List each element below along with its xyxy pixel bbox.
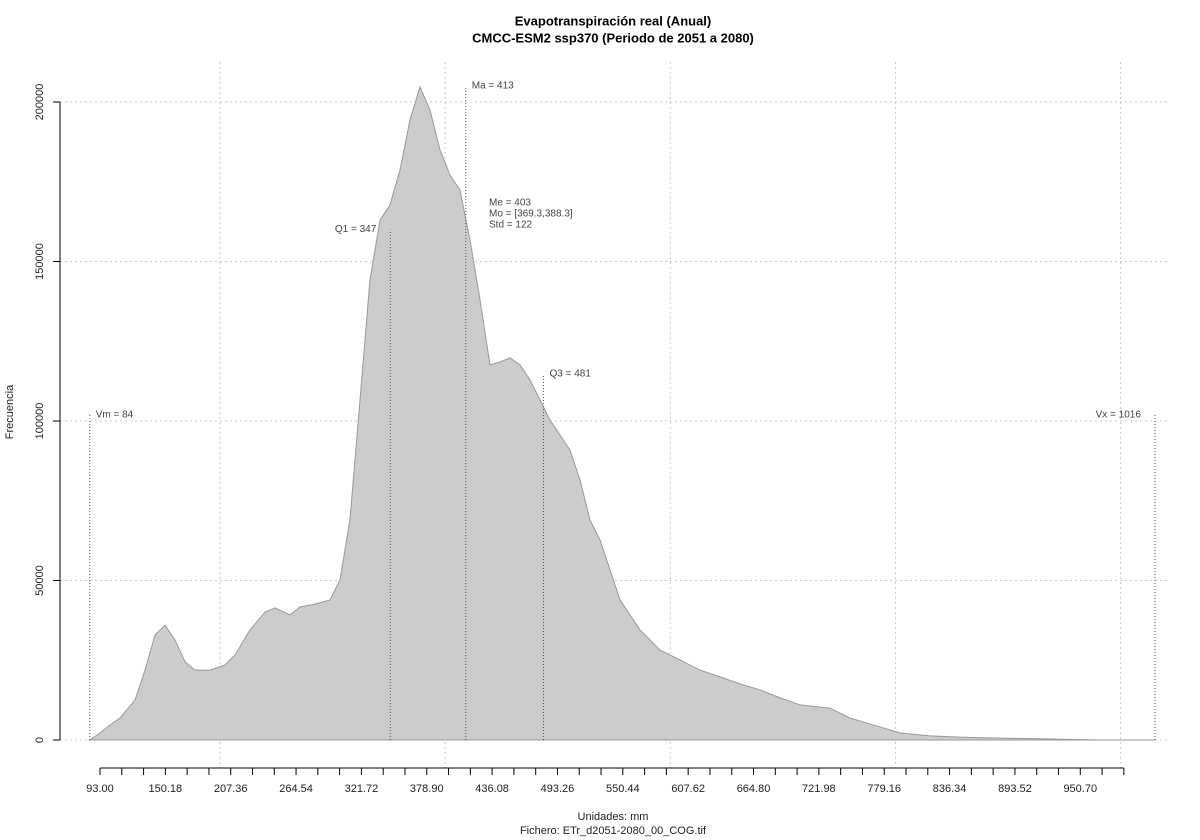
stat-label: Me = 403 [489,198,531,209]
x-tick-label: 950.70 [1063,783,1097,795]
x-tick-label: 378.90 [410,783,444,795]
y-tick-label: 100000 [34,403,46,440]
y-tick-label: 150000 [34,243,46,280]
marker-label: Q3 = 481 [549,369,591,380]
y-tick-label: 50000 [34,565,46,596]
x-tick-label: 321.72 [345,783,379,795]
x-axis-label: Unidades: mm [578,811,649,823]
x-tick-label: 779.16 [867,783,901,795]
x-tick-label: 607.62 [671,783,705,795]
marker-label: Vm = 84 [96,409,134,420]
x-tick-label: 207.36 [214,783,248,795]
density-area [88,85,1155,741]
x-tick-label: 550.44 [606,783,640,795]
chart-subtitle: CMCC-ESM2 ssp370 (Periodo de 2051 a 2080… [472,30,754,45]
x-tick-label: 264.54 [279,783,313,795]
x-tick-label: 150.18 [149,783,183,795]
marker-label: Ma = 413 [472,81,514,92]
marker-label: Vx = 1016 [1096,409,1142,420]
x-tick-label: 721.98 [802,783,836,795]
y-tick-label: 200000 [34,84,46,121]
x-tick-label: 893.52 [998,783,1032,795]
y-axis-label: Frecuencia [4,384,16,439]
x-tick-label: 93.00 [86,783,114,795]
stat-label: Mo = [369.3,388.3] [489,209,573,220]
chart-title: Evapotranspiración real (Anual) [515,13,712,28]
stat-label: Std = 122 [489,220,533,231]
x-tick-label: 493.26 [541,783,575,795]
x-tick-label: 436.08 [475,783,509,795]
x-tick-label: 836.34 [933,783,967,795]
marker-label: Q1 = 347 [335,224,377,235]
y-tick-label: 0 [34,737,46,743]
x-tick-label: 664.80 [737,783,771,795]
caption: Fichero: ETr_d2051-2080_00_COG.tif [520,825,707,837]
